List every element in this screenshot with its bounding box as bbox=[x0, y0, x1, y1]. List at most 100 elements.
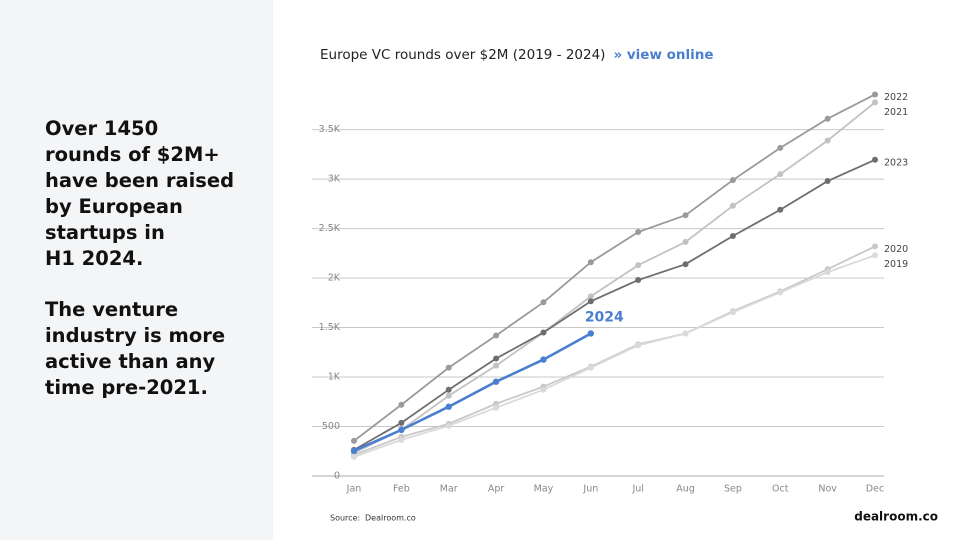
series-label: 2024 bbox=[585, 309, 624, 325]
data-point bbox=[824, 178, 831, 185]
data-point bbox=[729, 309, 736, 316]
series-line bbox=[353, 332, 592, 453]
x-tick-label: Mar bbox=[440, 484, 458, 495]
text-line: active than any bbox=[45, 350, 216, 373]
data-point bbox=[445, 364, 452, 371]
text-line: startups in bbox=[45, 221, 165, 244]
data-point bbox=[824, 137, 831, 144]
data-point bbox=[635, 342, 642, 349]
y-tick-label: 1K bbox=[328, 372, 341, 383]
source-label: Source: bbox=[330, 514, 360, 523]
x-tick-label: Dec bbox=[866, 484, 884, 495]
data-point bbox=[493, 355, 500, 362]
x-tick-label: Apr bbox=[488, 484, 505, 495]
y-tick-label: 1.5K bbox=[319, 322, 341, 333]
series-label: 2022 bbox=[884, 92, 908, 103]
data-point bbox=[540, 356, 547, 363]
data-point bbox=[777, 206, 784, 213]
y-tick-label: 2K bbox=[328, 273, 341, 284]
series-line bbox=[353, 93, 876, 442]
data-point bbox=[493, 362, 500, 369]
data-point bbox=[351, 437, 357, 444]
data-point bbox=[729, 202, 736, 209]
y-tick-label: 2.5K bbox=[319, 223, 341, 234]
data-point bbox=[682, 261, 689, 268]
text-line: rounds of $2M+ bbox=[45, 143, 220, 166]
data-point bbox=[824, 115, 831, 122]
series-line bbox=[353, 158, 876, 451]
x-tick-label: Jun bbox=[582, 484, 598, 495]
data-point bbox=[587, 364, 594, 371]
x-tick-label: Jan bbox=[346, 484, 362, 495]
data-point bbox=[540, 329, 547, 336]
data-point bbox=[587, 330, 595, 337]
series-line bbox=[353, 101, 876, 454]
data-point bbox=[872, 91, 878, 98]
data-point bbox=[351, 453, 357, 460]
y-tick-label: 500 bbox=[322, 421, 340, 432]
data-point bbox=[398, 436, 405, 443]
data-point bbox=[777, 289, 784, 296]
text-line: have been raised bbox=[45, 169, 235, 192]
text-line: time pre-2021. bbox=[45, 376, 208, 399]
data-point bbox=[493, 404, 500, 411]
text-line: The venture bbox=[45, 298, 179, 321]
data-point bbox=[493, 332, 500, 339]
y-tick-label: 3K bbox=[328, 174, 341, 185]
data-point bbox=[872, 99, 878, 106]
chart-title: Europe VC rounds over $2M (2019 - 2024) bbox=[320, 47, 605, 63]
data-point bbox=[635, 262, 642, 269]
series-label: 2020 bbox=[884, 244, 908, 255]
left-panel: Over 1450 rounds of $2M+ have been raised b… bbox=[0, 0, 273, 540]
series-line bbox=[353, 254, 876, 458]
x-tick-label: Aug bbox=[676, 484, 695, 495]
data-point bbox=[872, 156, 878, 163]
data-point bbox=[682, 212, 689, 219]
paragraph: Over 1450 rounds of $2M+ have been raised b… bbox=[45, 116, 234, 272]
series-label: 2023 bbox=[884, 157, 908, 168]
data-point bbox=[872, 252, 878, 259]
data-point bbox=[682, 330, 689, 337]
x-tick-label: Feb bbox=[393, 484, 410, 495]
data-point bbox=[682, 238, 689, 245]
data-point bbox=[350, 447, 358, 455]
data-point bbox=[872, 243, 878, 250]
data-point bbox=[445, 403, 452, 410]
data-point bbox=[777, 171, 784, 178]
text-line: by European bbox=[45, 195, 183, 218]
data-point bbox=[445, 422, 452, 429]
data-point bbox=[445, 386, 452, 393]
data-point bbox=[635, 229, 642, 236]
brand: dealroom.co bbox=[854, 510, 938, 524]
data-point bbox=[492, 378, 500, 385]
data-point bbox=[587, 298, 594, 305]
view-online-link[interactable]: » view online bbox=[613, 47, 713, 63]
data-point bbox=[587, 259, 594, 266]
data-point bbox=[635, 277, 642, 284]
x-tick-label: Nov bbox=[818, 484, 837, 495]
x-tick-label: Jul bbox=[631, 484, 643, 495]
data-point bbox=[777, 144, 784, 151]
data-point bbox=[540, 386, 547, 393]
y-tick-label: 3.5K bbox=[319, 124, 341, 135]
text-line: H1 2024. bbox=[45, 247, 144, 270]
data-point bbox=[824, 269, 831, 276]
y-tick-label: 0 bbox=[334, 471, 340, 482]
data-point bbox=[729, 232, 736, 239]
data-point bbox=[445, 392, 452, 399]
data-point bbox=[398, 401, 405, 408]
data-point bbox=[729, 177, 736, 184]
series-label: 2021 bbox=[884, 107, 908, 118]
text-line: industry is more bbox=[45, 324, 226, 347]
x-tick-label: May bbox=[534, 484, 554, 495]
data-point bbox=[587, 293, 594, 300]
x-tick-label: Sep bbox=[724, 484, 742, 495]
source: Dealroom.co bbox=[365, 514, 416, 523]
x-tick-label: Oct bbox=[772, 484, 789, 495]
paragraph: The venture industry is more active than a… bbox=[45, 297, 225, 401]
data-point bbox=[398, 419, 405, 426]
series-label: 2019 bbox=[884, 259, 908, 270]
data-point bbox=[398, 426, 405, 434]
